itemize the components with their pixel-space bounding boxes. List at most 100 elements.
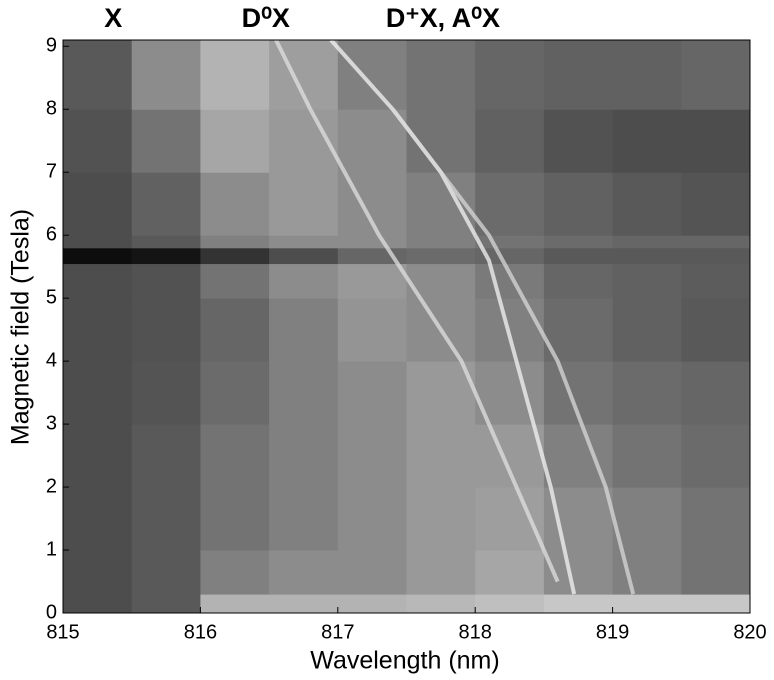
heat-cell [612, 424, 682, 488]
y-tick-label: 8 [46, 98, 57, 120]
heat-cell [681, 361, 751, 425]
heat-cell [475, 550, 545, 595]
heat-cell [681, 172, 751, 236]
heat-cell [269, 361, 339, 425]
heat-cell [131, 550, 201, 595]
heat-cell [681, 487, 751, 551]
y-tick-label: 6 [46, 223, 57, 245]
y-tick-label: 5 [46, 286, 57, 308]
heat-cell [200, 424, 270, 488]
heat-cell [475, 247, 545, 265]
heat-cell [337, 109, 407, 173]
heat-cell [543, 235, 614, 249]
heat-cell [131, 40, 201, 110]
heat-cell [612, 172, 682, 236]
x-tick-label: 819 [596, 621, 629, 643]
heat-cell [406, 235, 476, 249]
heat-cell [269, 263, 339, 299]
y-tick-label: 0 [46, 601, 57, 623]
y-tick-label: 2 [46, 475, 57, 497]
x-tick-label: 817 [321, 621, 354, 643]
heat-cell [475, 424, 545, 488]
heat-cell [475, 487, 545, 551]
y-tick-label: 7 [46, 161, 57, 183]
heat-cell [200, 40, 270, 110]
heat-cell [406, 594, 476, 614]
heat-cell [269, 550, 339, 595]
heat-cell [406, 550, 476, 595]
heat-cell [612, 594, 682, 614]
heat-cell [200, 594, 270, 614]
heat-cell [63, 109, 133, 173]
peak-annotation: D⁺X, A⁰X [386, 3, 500, 33]
heat-cell [681, 235, 751, 249]
heat-cell [337, 298, 407, 362]
heat-cell [475, 263, 545, 299]
heat-cell [131, 298, 201, 362]
heat-cell [269, 487, 339, 551]
y-tick-label: 4 [46, 349, 57, 371]
heat-cell [406, 424, 476, 488]
heat-cell [200, 263, 270, 299]
heat-cell [543, 172, 614, 236]
heat-cell [681, 424, 751, 488]
heat-cell [337, 550, 407, 595]
x-tick-label: 820 [733, 621, 766, 643]
heat-cell [337, 40, 407, 110]
heat-cell [269, 247, 339, 265]
heat-cell [475, 594, 545, 614]
heat-cell [543, 263, 614, 299]
heat-cell [131, 487, 201, 551]
heat-cell [269, 594, 339, 614]
x-axis-label: Wavelength (nm) [310, 647, 499, 675]
x-tick-label: 818 [459, 621, 492, 643]
heat-cell [269, 298, 339, 362]
heat-cell [543, 487, 614, 551]
heat-cell [681, 263, 751, 299]
heat-cell [200, 361, 270, 425]
heat-cell [131, 263, 201, 299]
heat-cell [543, 298, 614, 362]
heat-cell [200, 235, 270, 249]
x-tick-label: 816 [184, 621, 217, 643]
heat-cell [543, 247, 614, 265]
x-tick-label: 815 [46, 621, 79, 643]
heat-cell [200, 247, 270, 265]
heat-cell [543, 594, 614, 614]
heat-cell [406, 247, 476, 265]
heat-cell [131, 109, 201, 173]
heat-cell [406, 40, 476, 110]
heat-cell [63, 487, 133, 551]
heat-cell [63, 594, 133, 614]
heat-cell [63, 361, 133, 425]
heat-cell [337, 263, 407, 299]
heat-cell [337, 487, 407, 551]
heat-cell [63, 424, 133, 488]
heat-cell [681, 594, 751, 614]
heat-cell [269, 235, 339, 249]
heat-cell [612, 109, 682, 173]
y-tick-label: 3 [46, 412, 57, 434]
heat-cell [337, 594, 407, 614]
heat-cell [63, 298, 133, 362]
heat-cell [681, 40, 751, 110]
heat-cell [200, 487, 270, 551]
emission-line [274, 39, 560, 583]
emission-line [391, 108, 636, 595]
heat-cell [543, 109, 614, 173]
heat-cell [131, 424, 201, 488]
heat-cell [543, 40, 614, 110]
heat-cell [612, 487, 682, 551]
heat-cell [612, 235, 682, 249]
heat-cell [475, 172, 545, 236]
heat-cell [131, 594, 201, 614]
heat-cell [131, 247, 201, 265]
heat-cell [475, 40, 545, 110]
heat-cell [200, 550, 270, 595]
heat-cell [63, 40, 133, 110]
heat-cell [681, 247, 751, 265]
peak-annotation: X [104, 3, 122, 33]
heat-cell [406, 487, 476, 551]
heat-cell [681, 298, 751, 362]
